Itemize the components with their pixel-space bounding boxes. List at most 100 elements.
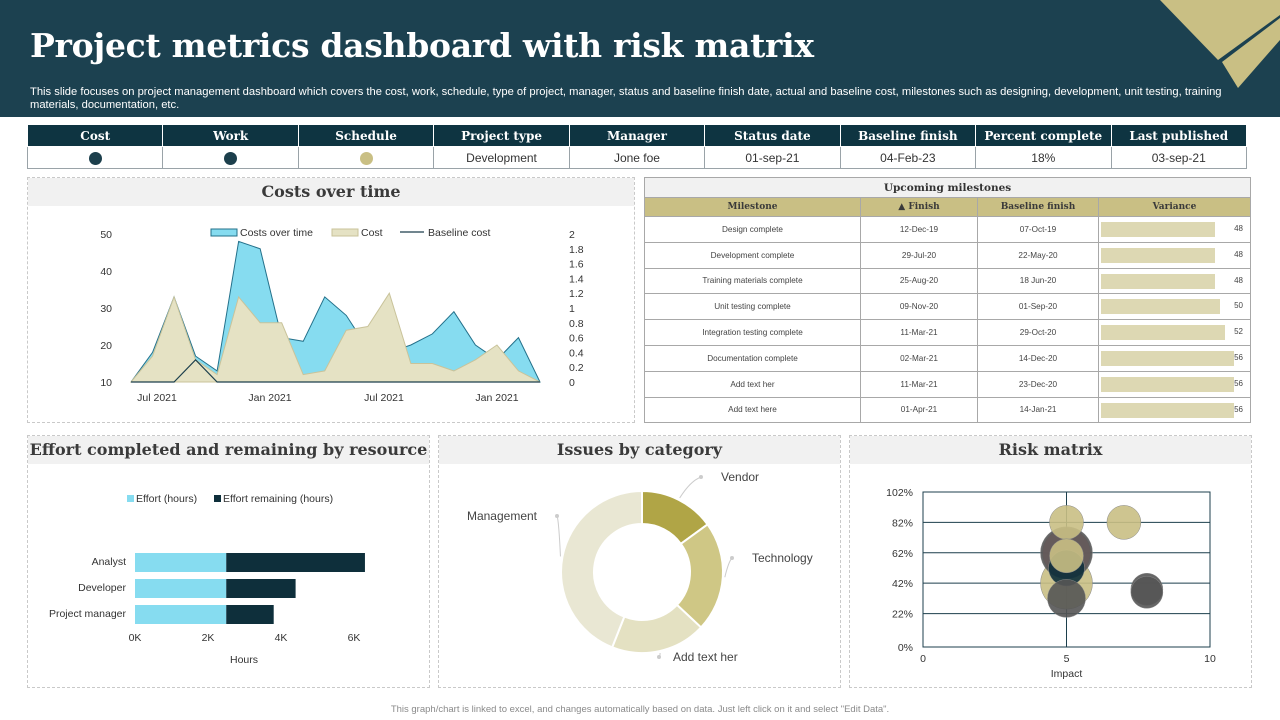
y2-tick-label: 0.8 [569, 318, 584, 330]
risk-bubble [1047, 579, 1086, 618]
milestone-finish: 11-Mar-21 [860, 370, 978, 398]
legend-label: Effort remaining (hours) [223, 493, 333, 505]
y-tick-label: 82% [892, 517, 913, 529]
variance-bar [1101, 350, 1234, 366]
milestone-baseline: 01-Sep-20 [977, 293, 1099, 321]
risk-bubble [1130, 576, 1164, 609]
effort-bar [135, 605, 227, 624]
leader-dot [657, 655, 661, 659]
x-tick-label: 4K [275, 632, 288, 644]
x-tick-label: 10 [1204, 653, 1216, 665]
variance-value: 56 [1234, 404, 1244, 414]
issues-title: Issues by category [439, 436, 840, 464]
variance-bar [1101, 247, 1215, 263]
effort-bar [135, 579, 227, 598]
x-tick-label: 5 [1064, 653, 1070, 665]
slice-label: Add text her [673, 650, 738, 664]
milestone-finish: 11-Mar-21 [860, 319, 978, 346]
milestone-baseline: 18 Jun-20 [977, 267, 1099, 295]
variance-value: 48 [1234, 224, 1244, 233]
milestone-baseline: 22-May-20 [977, 241, 1099, 269]
milestone-name: Add text here [644, 396, 861, 424]
y2-tick-label: 0.6 [569, 333, 584, 345]
y2-tick-label: 1.2 [569, 288, 584, 300]
legend-swatch [127, 495, 134, 502]
risk-panel[interactable]: Risk matrix 102% 82% 62% 42% 22% 0% 0 5 10 Impact [849, 435, 1252, 688]
variance-bar [1101, 402, 1234, 418]
legend-swatch [214, 495, 221, 502]
summary-header: Manager [568, 124, 706, 147]
legend-swatch [210, 228, 238, 237]
variance-bar [1101, 273, 1215, 289]
milestone-finish: 09-Nov-20 [860, 293, 978, 321]
y-tick-label: 20 [100, 340, 112, 352]
y2-tick-label: 0 [569, 377, 575, 389]
risk-title: Risk matrix [850, 436, 1251, 464]
x-tick-label: Jul 2021 [364, 392, 404, 404]
page-subtitle: This slide focuses on project management… [30, 86, 1222, 111]
leader-dot [730, 556, 734, 560]
finish-column-header[interactable]: ▲ Finish [860, 197, 978, 217]
last-published-value: 03-sep-21 [1110, 146, 1247, 169]
milestone-name: Development complete [644, 241, 861, 269]
header-banner: Project metrics dashboard with risk matr… [0, 0, 1280, 117]
summary-header: Baseline finish [839, 124, 977, 147]
milestone-name: Add text her [644, 370, 861, 398]
risk-matrix-chart[interactable]: 102% 82% 62% 42% 22% 0% 0 5 10 Impact [850, 464, 1251, 687]
milestone-baseline: 14-Jan-21 [977, 396, 1099, 424]
milestone-baseline: 29-Oct-20 [977, 319, 1099, 346]
y-tick-label: 22% [892, 609, 913, 621]
summary-header: Status date [704, 124, 841, 147]
milestone-row: Unit testing complete 09-Nov-20 01-Sep-20 5… [644, 293, 1252, 321]
milestone-name: Documentation complete [644, 344, 861, 372]
x-tick-label: Jul 2021 [137, 392, 177, 404]
milestone-variance: 56 [1097, 396, 1252, 424]
milestone-variance: 52 [1097, 319, 1252, 346]
baseline-finish-value: 04-Feb-23 [839, 146, 977, 169]
legend-swatch [331, 228, 359, 237]
status-date-value: 01-sep-21 [704, 146, 841, 169]
legend-label: Effort (hours) [136, 493, 197, 505]
milestones-header-row: Milestone ▲ Finish Baseline finish Varia… [644, 197, 1252, 217]
y2-tick-label: 1.4 [569, 273, 584, 285]
costs-over-time-panel[interactable]: Costs over time 50 40 30 20 10 2 1.8 1.6 1.4 1.2 1… [27, 177, 635, 423]
milestone-finish: 02-Mar-21 [860, 344, 978, 372]
summary-header: Work [162, 124, 299, 147]
work-status-dot [224, 151, 238, 165]
milestone-row: Documentation complete 02-Mar-21 14-Dec-20… [644, 344, 1252, 372]
y2-tick-label: 0.4 [569, 347, 584, 359]
milestone-row: Training materials complete 25-Aug-20 18 J… [644, 267, 1252, 295]
milestone-variance: 48 [1097, 216, 1252, 243]
summary-header: Percent complete [975, 124, 1112, 147]
milestones-table: Upcoming milestones Milestone ▲ Finish B… [643, 177, 1252, 424]
summary-header: Last published [1110, 124, 1247, 147]
risk-bubble [1049, 538, 1084, 574]
category-label: Project manager [49, 608, 127, 620]
variance-bar [1101, 376, 1234, 392]
variance-column-header: Variance [1097, 197, 1252, 217]
milestone-variance: 48 [1097, 241, 1252, 269]
milestone-name: Training materials complete [644, 267, 861, 295]
corner-decoration [1160, 0, 1280, 88]
effort-panel[interactable]: Effort completed and remaining by resour… [27, 435, 430, 688]
baseline-cost-line [131, 358, 540, 383]
milestone-row: Add text here 01-Apr-21 14-Jan-21 56 [644, 396, 1252, 424]
milestone-finish: 25-Aug-20 [860, 267, 978, 295]
y-tick-label: 30 [100, 303, 112, 315]
summary-header: Cost [26, 124, 164, 147]
effort-chart[interactable]: Effort (hours) Effort remaining (hours) An… [28, 464, 429, 687]
x-axis-label: Impact [1051, 668, 1083, 680]
costs-over-time-chart[interactable]: 50 40 30 20 10 2 1.8 1.6 1.4 1.2 1 0.8 0.6 0.4 0.2 0 Jul… [28, 206, 634, 422]
slice-label: Management [467, 509, 538, 523]
slice-label: Technology [752, 551, 813, 565]
variance-bar [1101, 299, 1220, 315]
project-type-value: Development [433, 146, 570, 169]
issues-panel[interactable]: Issues by category Vendor Technology Add t… [438, 435, 841, 688]
schedule-cell [297, 146, 435, 169]
y-tick-label: 10 [100, 377, 112, 389]
y-tick-label: 0% [898, 642, 913, 654]
variance-bar [1101, 325, 1225, 341]
issues-chart[interactable]: Vendor Technology Add text her Management [439, 464, 840, 687]
footer-note: This graph/chart is linked to excel, and… [390, 704, 890, 715]
cost-cell [26, 146, 164, 169]
